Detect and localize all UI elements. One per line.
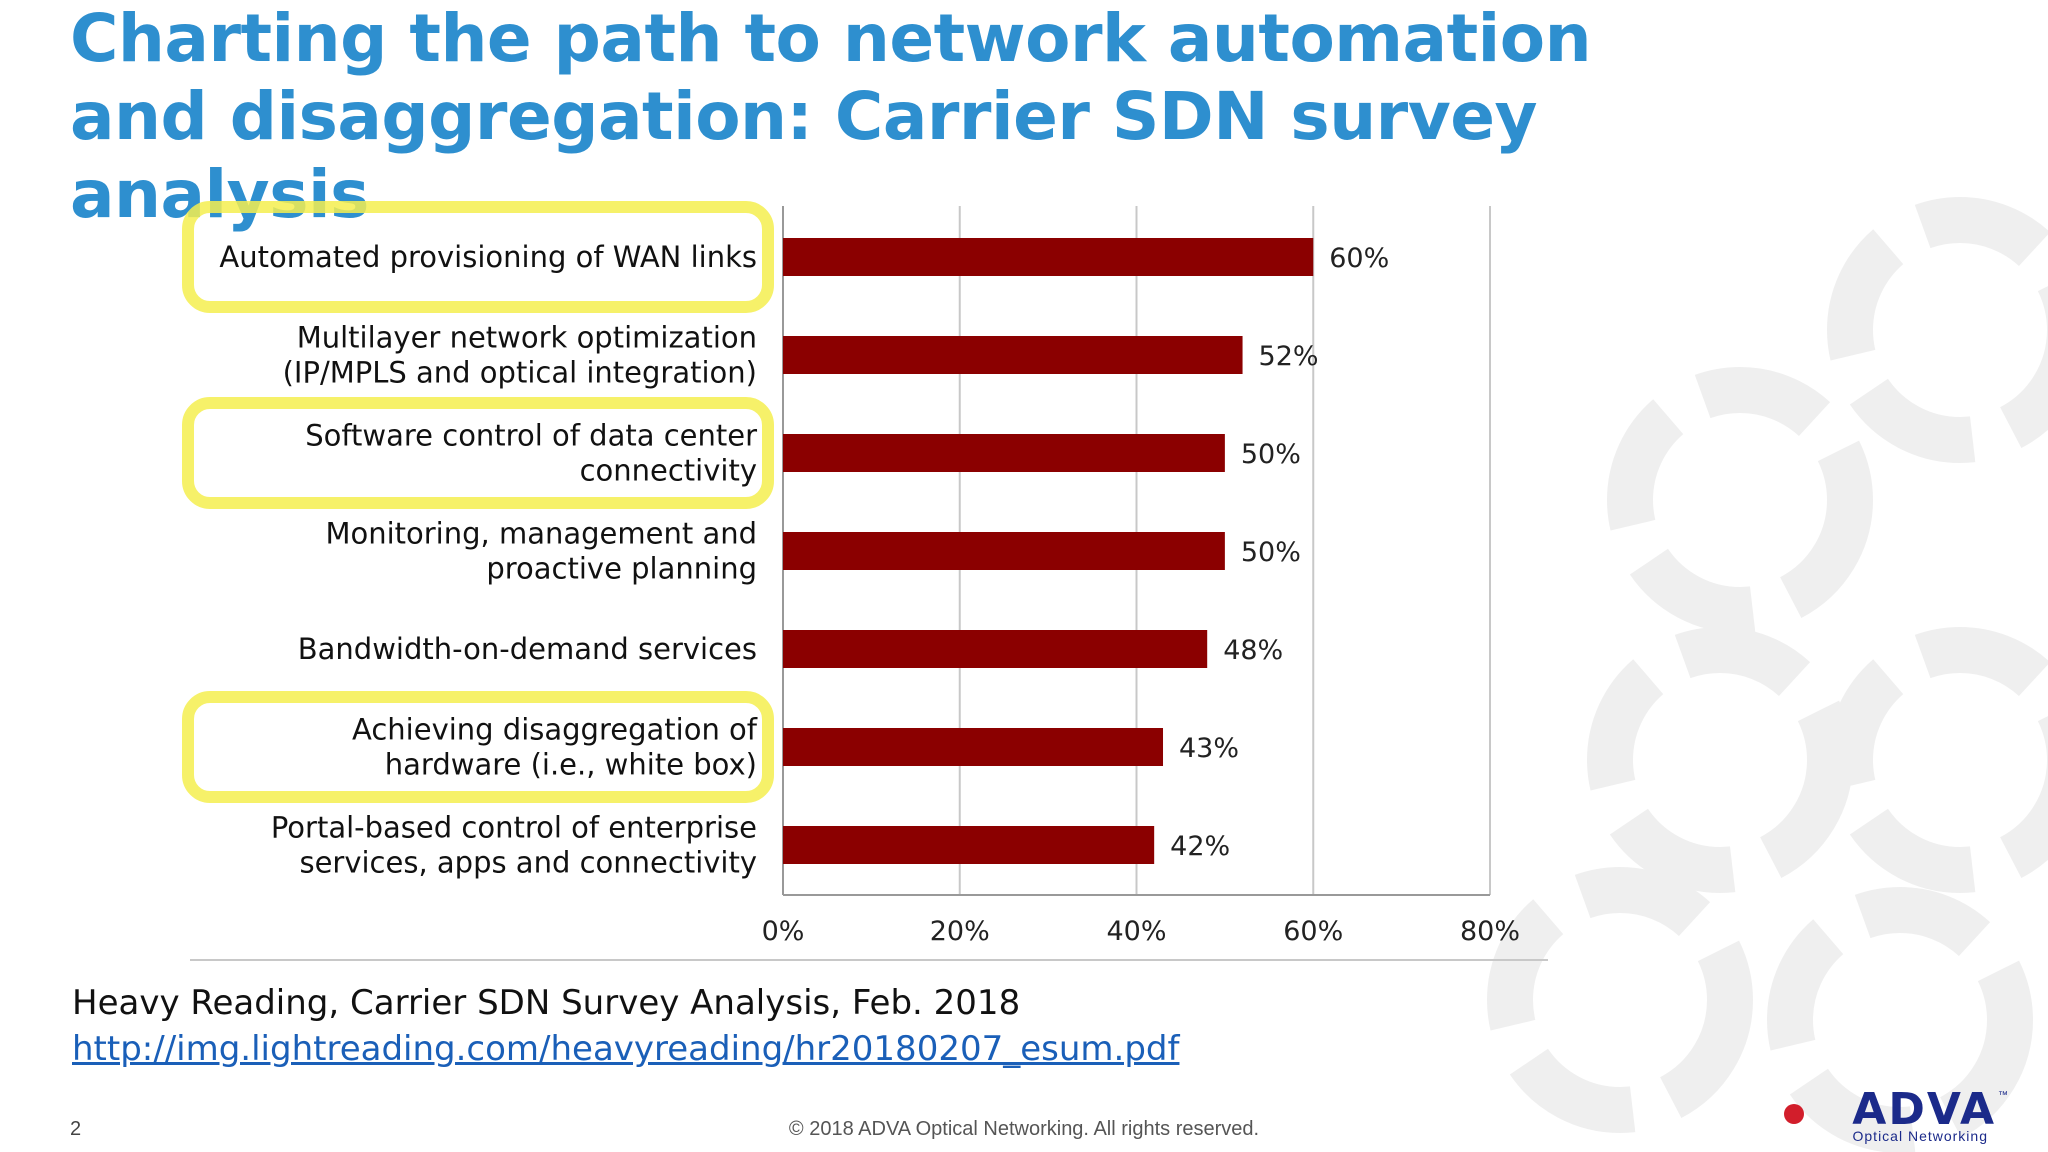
category-label: Software control of data center (305, 419, 757, 453)
tick-label: 20% (930, 916, 990, 947)
bar (783, 336, 1243, 374)
category-label: Multilayer network optimization (297, 321, 757, 355)
data-label: 42% (1170, 831, 1230, 862)
tick-label: 0% (762, 916, 805, 947)
trademark-symbol: ™ (1998, 1090, 2008, 1101)
data-label: 43% (1179, 733, 1239, 764)
data-label: 52% (1259, 341, 1319, 372)
data-label: 60% (1329, 243, 1389, 274)
data-label: 48% (1223, 635, 1283, 666)
bar (783, 630, 1208, 668)
bar (783, 728, 1164, 766)
bar (783, 826, 1155, 864)
tick-label: 60% (1283, 916, 1343, 947)
source-citation: Heavy Reading, Carrier SDN Survey Analys… (72, 980, 1179, 1072)
category-label: services, apps and connectivity (299, 846, 757, 880)
page-title: Charting the path to network automation … (70, 0, 1592, 233)
bar (783, 238, 1314, 276)
category-label: connectivity (580, 454, 757, 488)
data-label: 50% (1241, 537, 1301, 568)
highlight-box (182, 691, 774, 803)
tick-label: 40% (1106, 916, 1166, 947)
category-label: Achieving disaggregation of (352, 713, 758, 747)
copyright-text: © 2018 ADVA Optical Networking. All righ… (788, 1118, 1260, 1140)
category-label: Portal-based control of enterprise (271, 811, 757, 845)
adva-logo-mark-icon (1784, 1104, 1804, 1124)
bar (783, 532, 1225, 570)
category-label: proactive planning (486, 552, 757, 586)
category-label: (IP/MPLS and optical integration) (283, 356, 757, 390)
highlight-box (182, 397, 774, 509)
category-label: hardware (i.e., white box) (385, 748, 757, 782)
data-label: 50% (1241, 439, 1301, 470)
tick-label: 80% (1460, 916, 1520, 947)
highlight-box (182, 201, 774, 313)
adva-logo-tagline: Optical Networking (1852, 1128, 1988, 1144)
bar (783, 434, 1225, 472)
category-label: Monitoring, management and (325, 517, 757, 551)
category-label: Bandwidth-on-demand services (298, 632, 757, 666)
category-label: Automated provisioning of WAN links (219, 240, 757, 274)
adva-logo: ADVA (1852, 1084, 1996, 1135)
source-link[interactable]: http://img.lightreading.com/heavyreading… (72, 1029, 1180, 1069)
source-text: Heavy Reading, Carrier SDN Survey Analys… (72, 983, 1021, 1023)
page-number: 2 (70, 1118, 82, 1140)
background-watermark (1487, 197, 2048, 1152)
